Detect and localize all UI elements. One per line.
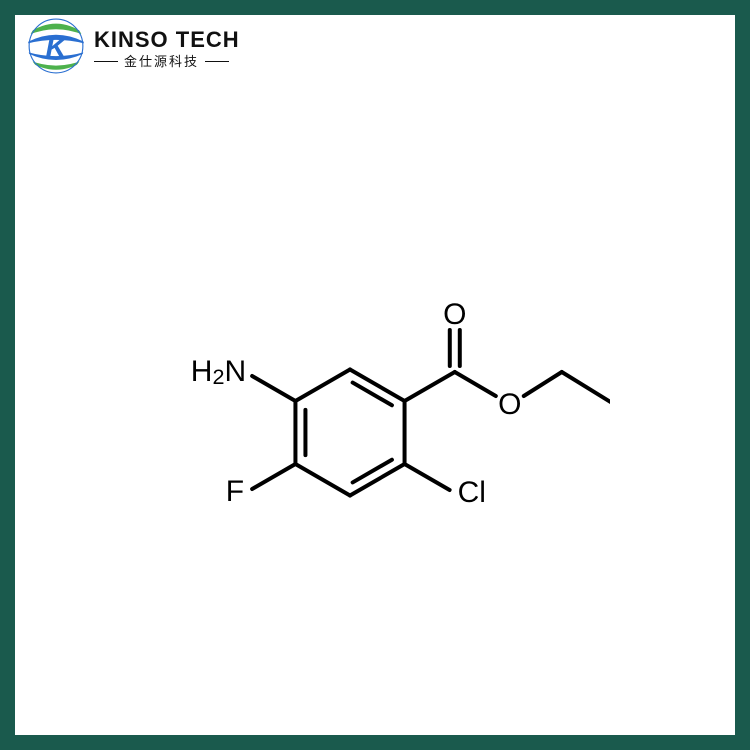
border-left [0, 0, 15, 750]
logo-rule-right [205, 61, 229, 62]
product-card-frame: K KINSO TECH 金仕源科技 H2N F Cl O O [0, 0, 750, 750]
logo-text-cn: 金仕源科技 [124, 55, 199, 68]
svg-text:H2N: H2N [191, 355, 246, 389]
svg-text:K: K [45, 32, 68, 64]
company-logo: K KINSO TECH 金仕源科技 [28, 18, 250, 79]
logo-text-en: KINSO TECH [94, 29, 240, 51]
border-top [0, 0, 750, 15]
svg-text:O: O [443, 298, 466, 331]
svg-text:Cl: Cl [458, 476, 486, 509]
svg-text:O: O [498, 388, 521, 421]
molecule-structure: H2N F Cl O O [140, 208, 610, 573]
border-bottom [0, 735, 750, 750]
logo-mark-icon: K [28, 18, 84, 79]
svg-text:F: F [226, 475, 244, 508]
border-right [735, 0, 750, 750]
logo-rule-left [94, 61, 118, 62]
